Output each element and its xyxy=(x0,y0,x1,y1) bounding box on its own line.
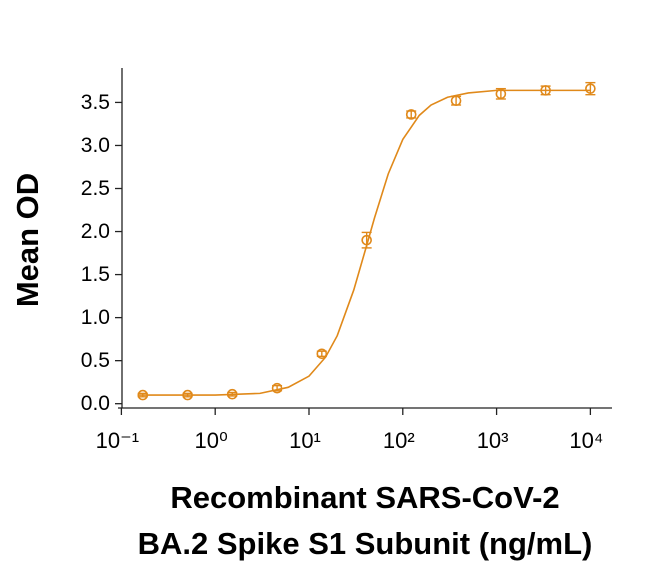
data-point xyxy=(316,348,328,360)
x-tick-label: 10⁴ xyxy=(569,428,603,453)
y-tick-label: 0.5 xyxy=(81,349,110,372)
y-tick-label: 1.0 xyxy=(81,306,110,329)
y-tick-label: 3.0 xyxy=(81,134,110,157)
data-point xyxy=(182,389,193,401)
fit-curve xyxy=(137,89,591,396)
x-tick-label: 10⁰ xyxy=(195,428,228,453)
data-point xyxy=(361,234,372,246)
data-point xyxy=(271,382,283,394)
y-tick-label: 2.5 xyxy=(81,177,110,200)
data-point xyxy=(405,109,417,120)
x-tick-label: 10³ xyxy=(477,428,509,453)
y-tick-label: 0.0 xyxy=(81,392,110,415)
x-tick-label: 10⁻¹ xyxy=(96,428,139,453)
data-point xyxy=(226,388,238,400)
x-axis-label: BA.2 Spike S1 Subunit (ng/mL) xyxy=(138,526,593,561)
data-point xyxy=(450,95,462,107)
y-tick-label: 1.5 xyxy=(81,263,110,286)
y-tick-label: 2.0 xyxy=(81,220,110,243)
data-point xyxy=(585,83,596,94)
x-axis-label: Recombinant SARS-CoV-2 xyxy=(170,480,559,515)
data-point xyxy=(540,85,551,96)
data-point xyxy=(137,389,149,401)
data-point xyxy=(495,88,507,100)
y-axis-label: Mean OD xyxy=(10,173,45,307)
y-tick-label: 3.5 xyxy=(81,91,110,114)
x-tick-label: 10¹ xyxy=(289,428,321,453)
x-tick-label: 10² xyxy=(383,428,415,453)
